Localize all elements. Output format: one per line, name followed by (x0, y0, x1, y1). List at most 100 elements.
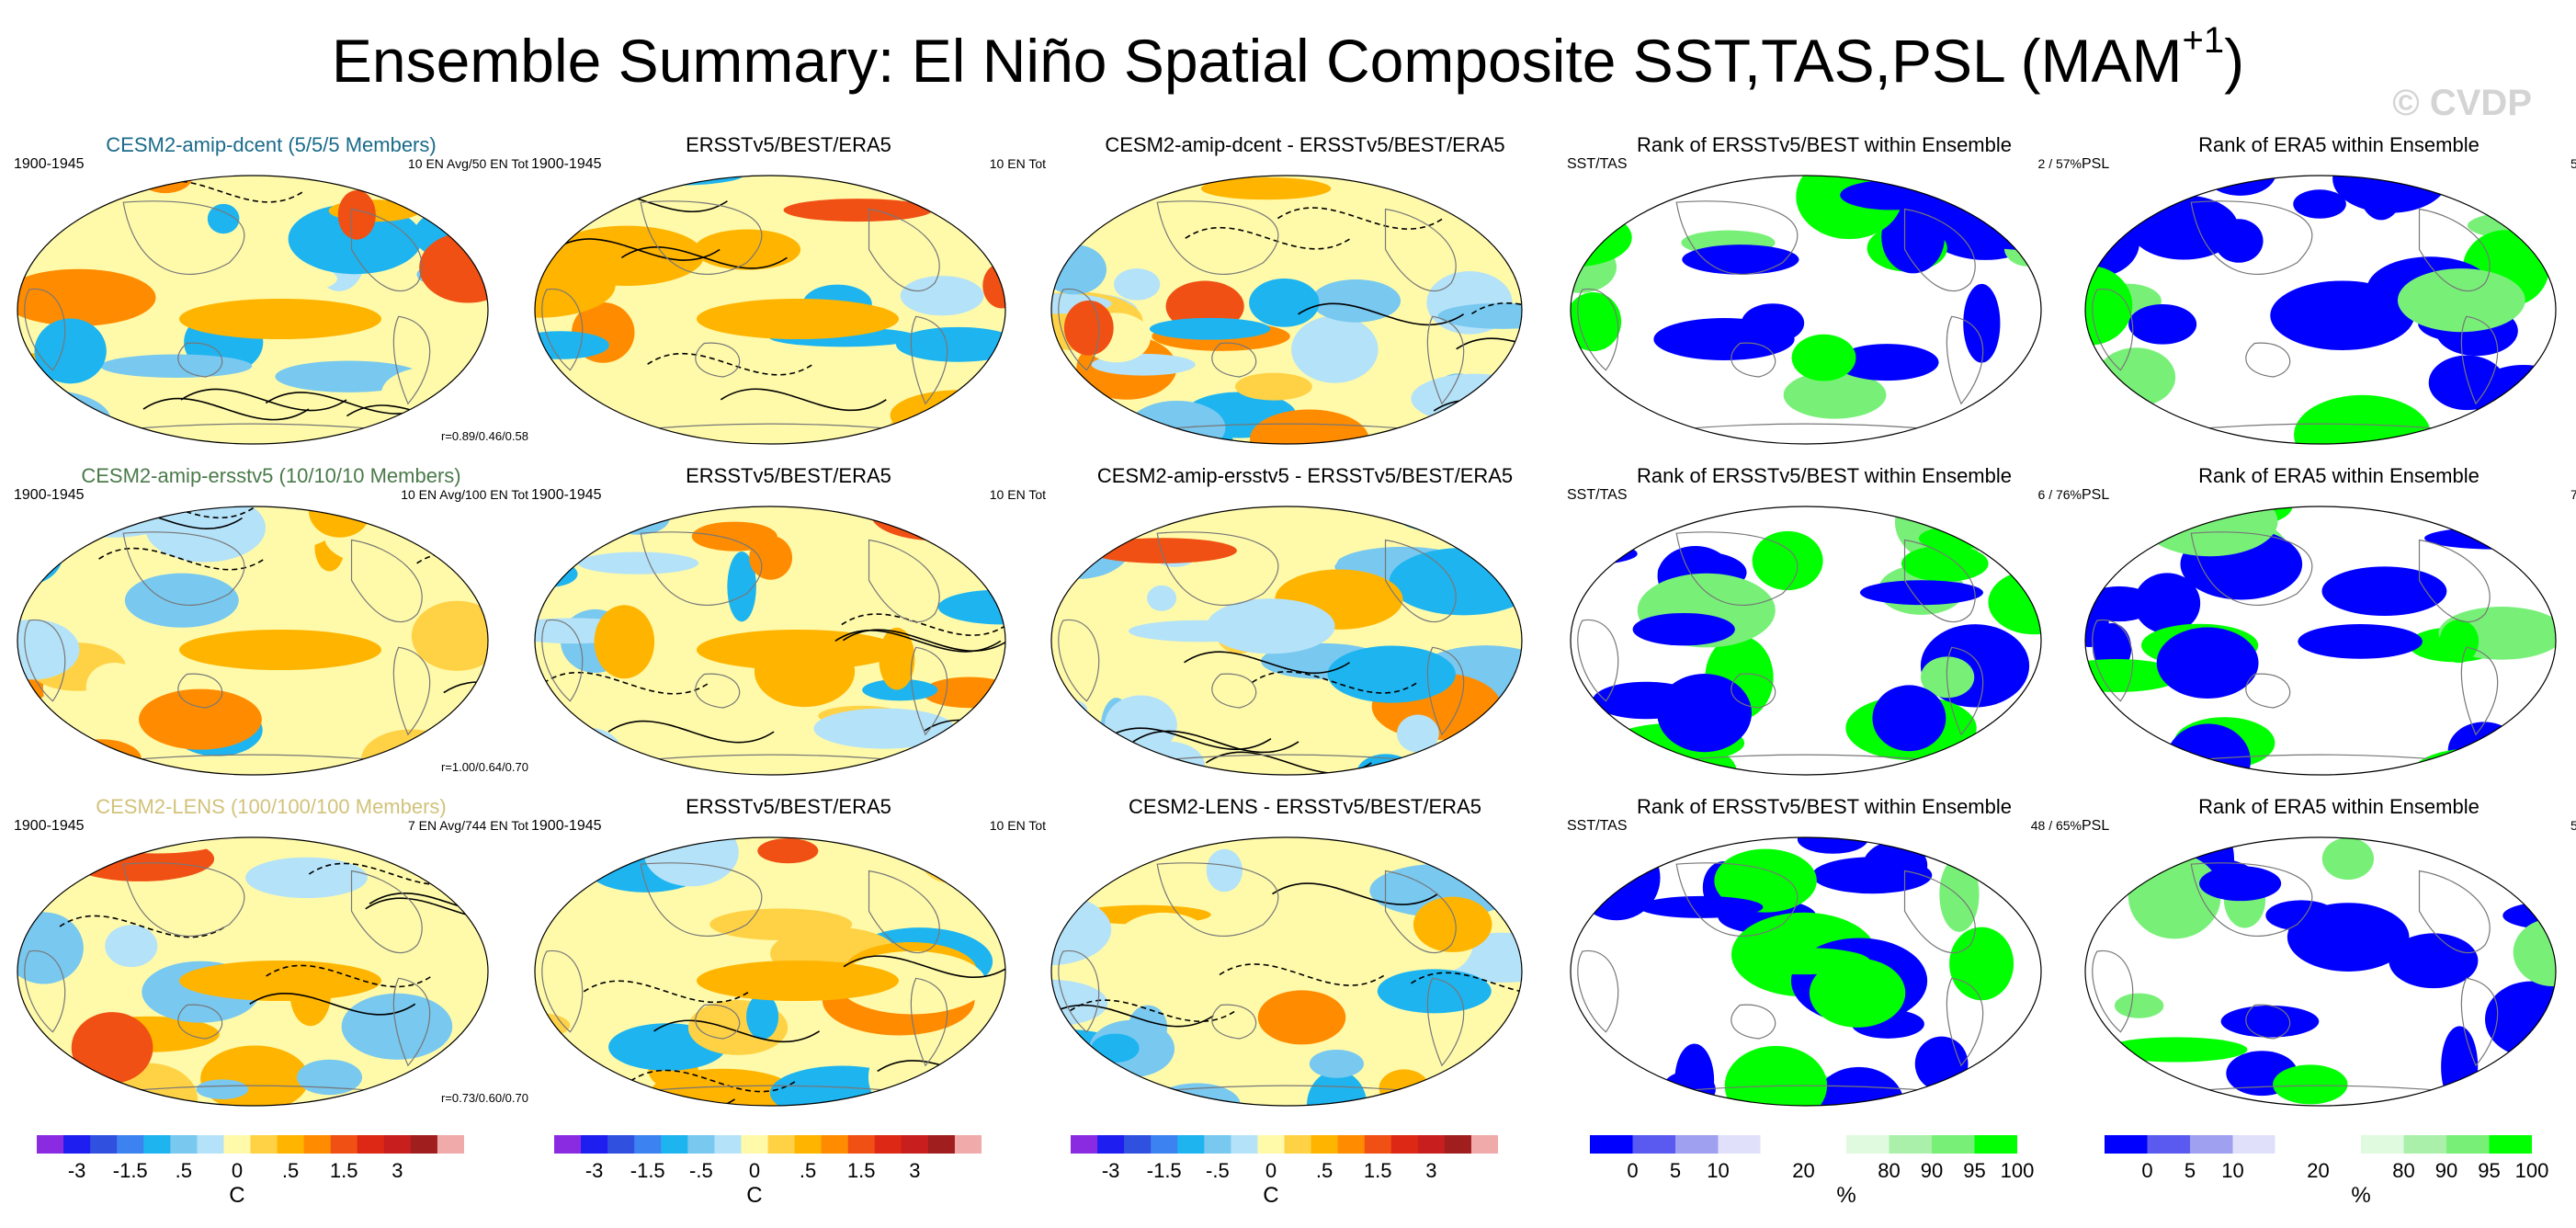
colorbar-swatch (1846, 1135, 1889, 1154)
colorbar-swatches (2105, 1134, 2533, 1154)
psl-contour (1277, 207, 1444, 230)
coastline (695, 1004, 741, 1040)
coastline (1675, 531, 1799, 607)
psl-contour (971, 379, 1005, 402)
psl-contour (553, 238, 721, 261)
coastline (1058, 619, 1100, 702)
colorbar-swatch (714, 1135, 742, 1154)
map-outline (534, 506, 1006, 776)
psl-contour (720, 388, 887, 412)
anomaly-region (323, 906, 413, 949)
panel-right-label: 7 EN Avg/744 EN Tot (407, 818, 528, 833)
anomaly-region (200, 1045, 310, 1106)
anomaly-region (559, 728, 623, 775)
enso-band (179, 299, 381, 339)
colorbar-swatch (277, 1135, 305, 1154)
anomaly-region (245, 857, 368, 899)
colorbar-swatches (1071, 1135, 1499, 1154)
coastline (2418, 208, 2491, 292)
rank-region (2439, 620, 2480, 664)
rank-region (2358, 176, 2404, 221)
pattern-correlation: r=0.89/0.46/0.58 (440, 429, 528, 443)
colorbar-tick-label: -1.5 (112, 1159, 148, 1182)
colorbar-tick-label: 0 (748, 1159, 761, 1182)
colorbar-swatch (741, 1135, 768, 1154)
colorbar-swatch (1390, 1135, 1419, 1154)
colorbar-swatch (1718, 1135, 1762, 1154)
panel-right-label: 48 / 65% (2030, 818, 2082, 833)
figure-title: Ensemble Summary: El Niño Spatial Compos… (331, 20, 2245, 95)
rank-region (2085, 1079, 2130, 1106)
panel-title: CESM2-amip-ersstv5 (10/10/10 Members) (81, 464, 461, 487)
coastline (1675, 200, 1799, 276)
psl-contour (463, 211, 488, 234)
colorbar-swatch (2232, 1135, 2276, 1154)
coastline (392, 646, 431, 736)
rank-region (1955, 176, 2041, 196)
psl-contour (1051, 1004, 1214, 1028)
psl-contour (647, 353, 814, 376)
colorbar-swatch (170, 1135, 198, 1154)
panel-right-label: 76% (2570, 487, 2576, 502)
rank-region (1752, 530, 1823, 591)
colorbar-swatch (90, 1135, 118, 1154)
rank-region (2265, 900, 2337, 931)
panel-left-label: SST/TAS (1567, 487, 1628, 503)
anomaly-region (900, 276, 984, 316)
colorbar-swatch (661, 1135, 688, 1154)
panel-right-label: 10 EN Avg/100 EN Tot (401, 487, 528, 502)
colorbar-swatch (794, 1135, 823, 1154)
colorbar-swatch (607, 1135, 635, 1154)
coastline (1946, 977, 1984, 1067)
psl-contour (583, 980, 750, 1004)
colorbar-swatch (63, 1135, 91, 1154)
map-outline (2084, 836, 2557, 1107)
enso-band (179, 961, 381, 1001)
coastline (695, 673, 741, 709)
panel-title: Rank of ERSSTv5/BEST within Ensemble (1637, 464, 2012, 487)
colorbar-swatch (1204, 1135, 1231, 1154)
rank-region (2441, 1026, 2479, 1106)
coastline (2245, 1004, 2291, 1040)
psl-contour (1070, 999, 1236, 1022)
anomaly-region (1377, 969, 1492, 1014)
anomaly-region (105, 925, 158, 968)
colorbar-swatch (1590, 1135, 1633, 1154)
anomaly-region (1327, 645, 1456, 703)
coastline (24, 288, 66, 371)
map-outline (2084, 175, 2557, 445)
colorbar-swatch (1177, 1135, 1205, 1154)
coastline (24, 619, 66, 702)
map-outline (17, 506, 489, 776)
colorbar-tick-label: 0 (1265, 1159, 1277, 1182)
anomaly-region (549, 225, 705, 286)
anomaly-region (1234, 372, 1312, 401)
rank-region (1682, 244, 1799, 275)
rank-region (2294, 394, 2432, 444)
rank-region (1571, 291, 1622, 352)
colorbar-swatch (687, 1135, 715, 1154)
colorbar-swatch (2318, 1134, 2362, 1154)
coastline (350, 539, 423, 623)
coastline (350, 208, 423, 292)
map-plot (2084, 836, 2557, 1107)
coastline (541, 619, 584, 702)
map-outline (534, 836, 1006, 1107)
colorbar-swatch (1889, 1135, 1933, 1154)
anomaly-region (1114, 268, 1161, 301)
coastline (1731, 673, 1776, 709)
colorbar-swatch (357, 1135, 385, 1154)
coastline (2460, 977, 2499, 1067)
anomaly-region (1051, 506, 1168, 527)
colorbar-tick-label: .5 (281, 1159, 300, 1182)
coastline (868, 208, 940, 292)
map-panel: CESM2-amip-ersstv5 - ERSSTv5/BEST/ERA5 (1048, 464, 1562, 795)
colorbar-tick-label: 3 (392, 1159, 403, 1182)
map-outline (17, 175, 489, 445)
colorbar-swatch (1417, 1135, 1446, 1154)
colorbar-tick-label: 10 (2221, 1159, 2244, 1182)
anomaly-region (1051, 410, 1109, 438)
colorbar-swatch (927, 1135, 956, 1154)
rank-region (2389, 933, 2479, 989)
coastline (1731, 342, 1776, 378)
